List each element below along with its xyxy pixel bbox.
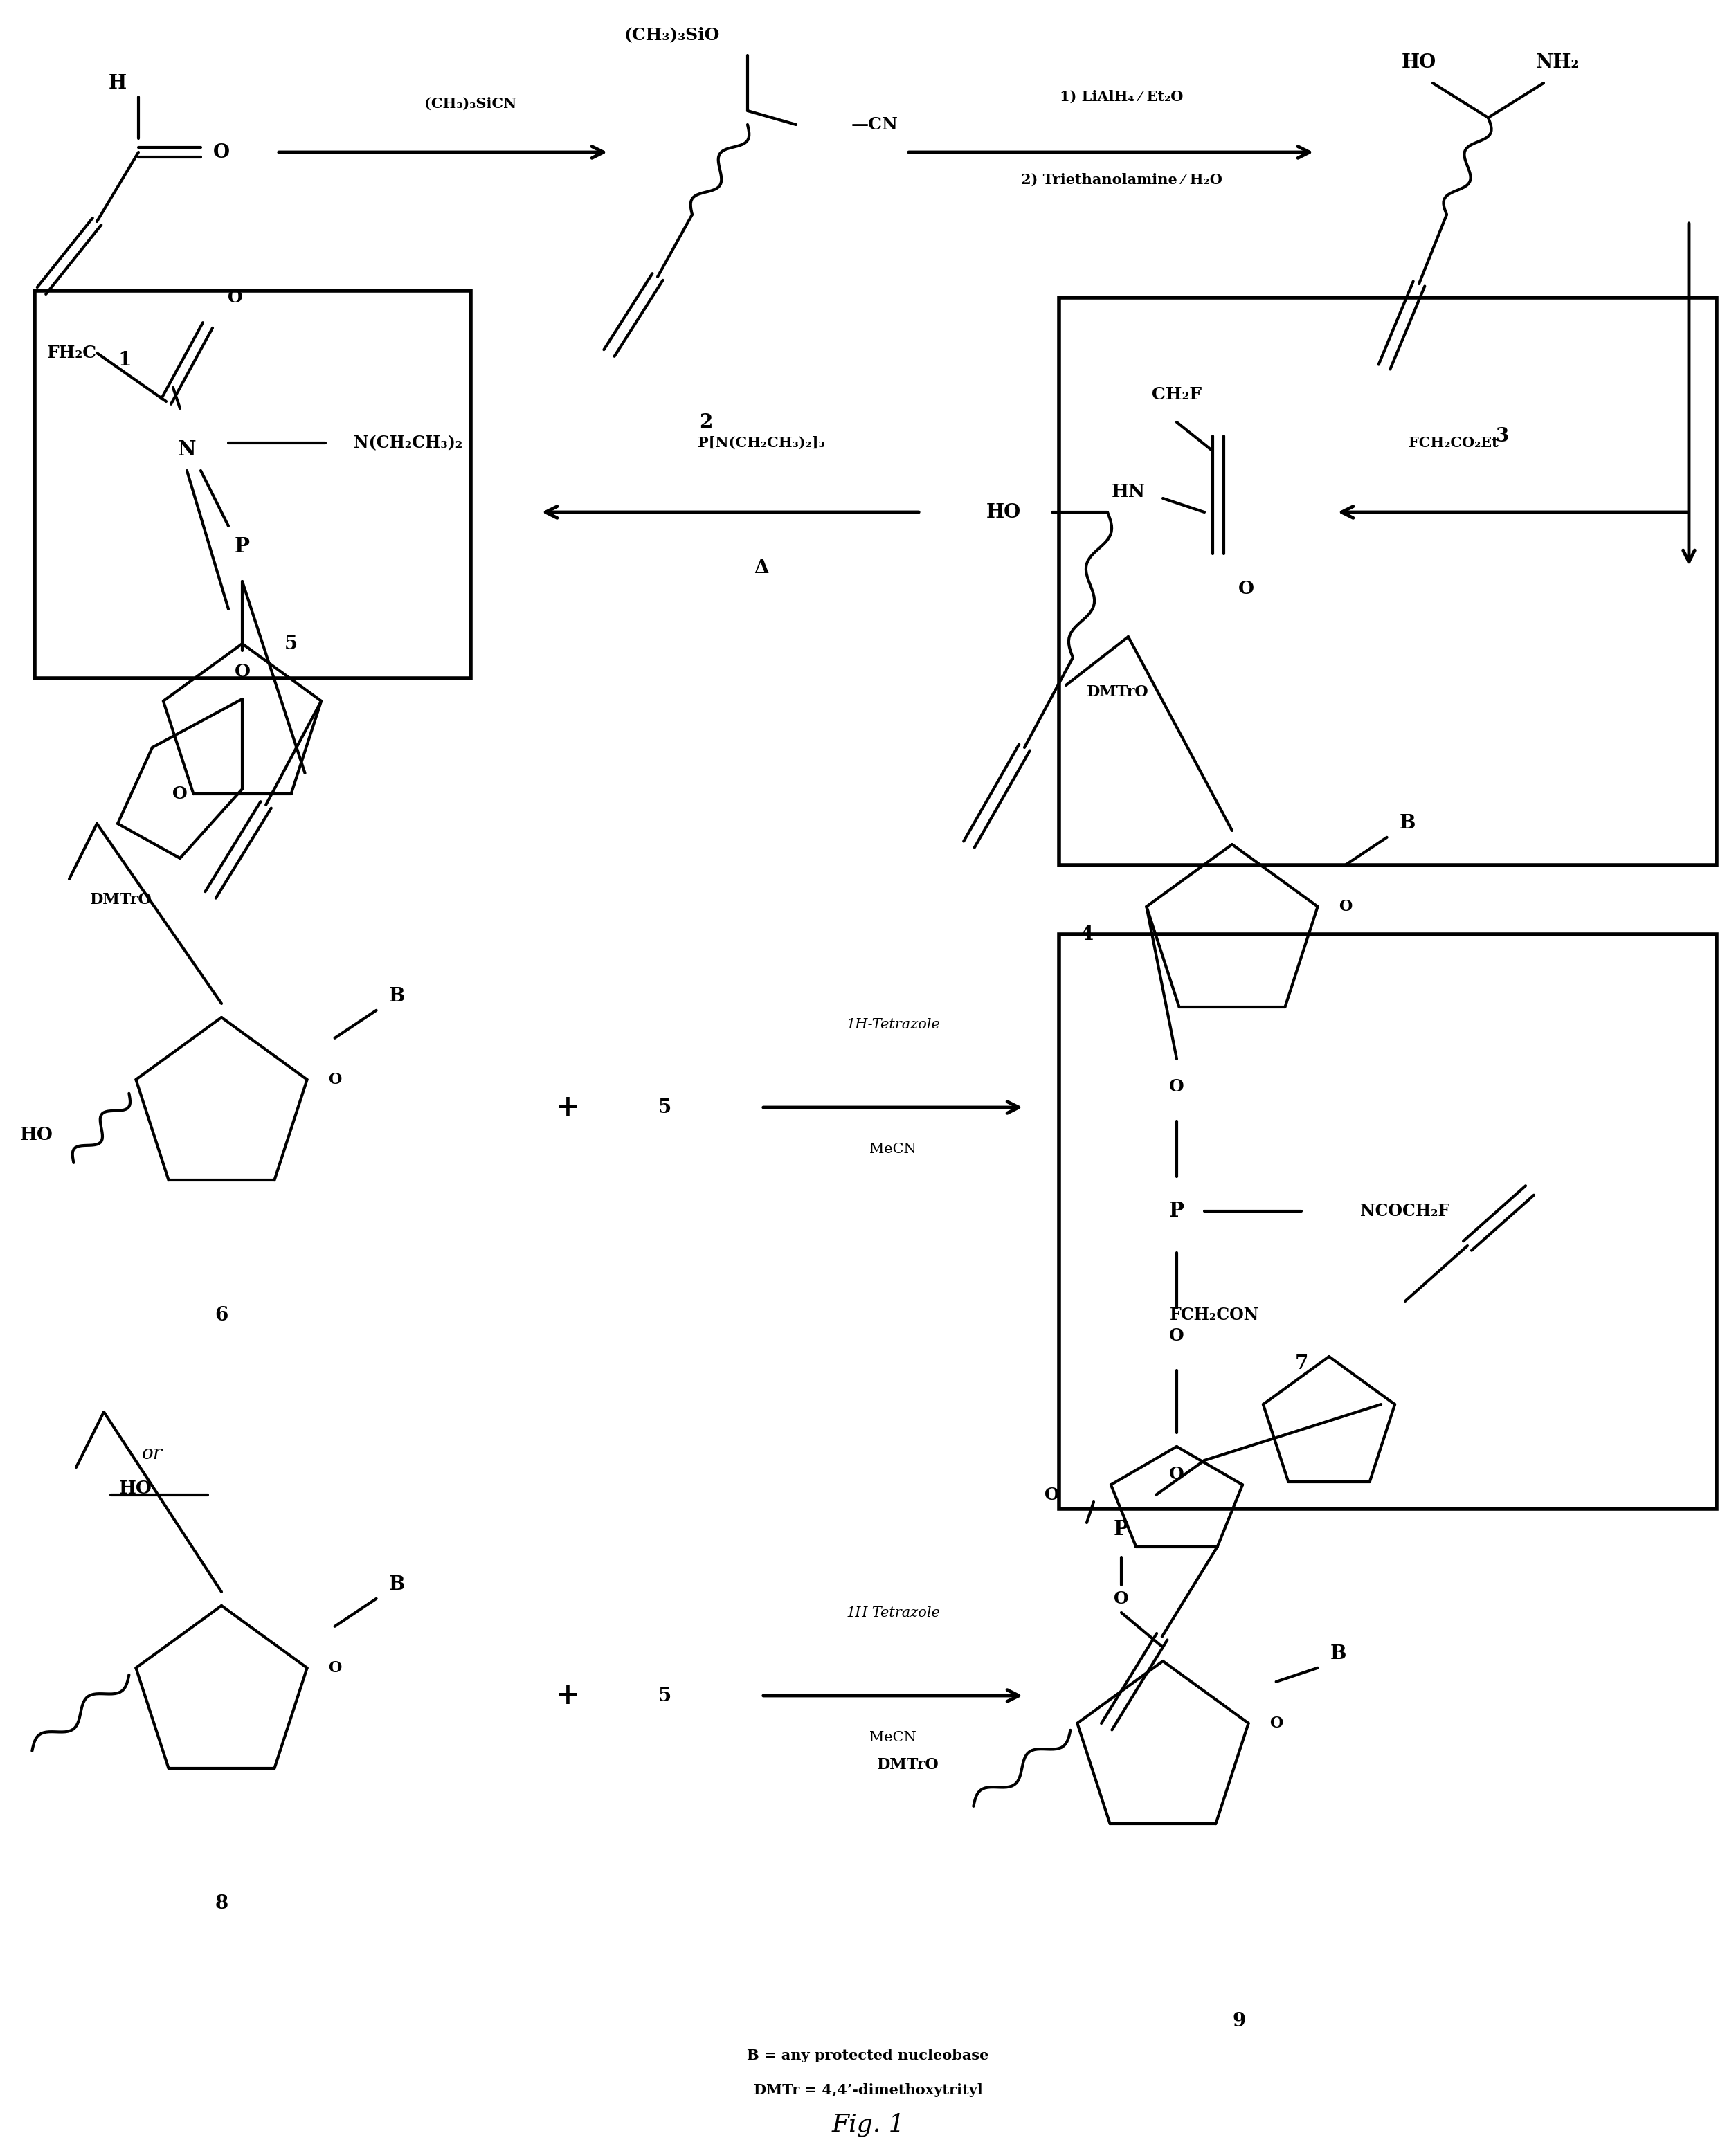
Text: —CN: —CN [851,116,898,133]
Text: P: P [234,537,250,556]
Text: B: B [1399,813,1417,832]
Text: HO: HO [19,1126,52,1143]
Text: or: or [142,1445,163,1464]
Text: FCH₂CO₂Et: FCH₂CO₂Et [1408,437,1498,449]
Text: N: N [177,441,196,460]
Text: N(CH₂CH₃)₂: N(CH₂CH₃)₂ [354,434,464,452]
Text: HO: HO [1401,54,1436,71]
Text: B: B [389,987,404,1006]
Text: O: O [1045,1487,1059,1502]
Text: B = any protected nucleobase: B = any protected nucleobase [746,2048,990,2063]
Text: 2) Triethanolamine ⁄ H₂O: 2) Triethanolamine ⁄ H₂O [1021,173,1222,186]
Text: DMTrO: DMTrO [90,892,153,907]
Text: O: O [1338,899,1352,914]
Text: DMTr = 4,4’-dimethoxytrityl: DMTr = 4,4’-dimethoxytrityl [753,2082,983,2097]
Text: B: B [389,1575,404,1594]
Text: 5: 5 [658,1098,672,1117]
Text: 9: 9 [1233,2012,1246,2031]
Text: FH₂C: FH₂C [47,345,97,362]
Text: O: O [328,1661,342,1676]
Text: 8: 8 [215,1894,227,1913]
Text: DMTrO: DMTrO [877,1757,939,1772]
Text: O: O [1168,1466,1184,1483]
Text: O: O [1168,1327,1184,1344]
Text: HO: HO [120,1479,153,1496]
Text: MeCN: MeCN [870,1731,917,1744]
Text: Fig. 1: Fig. 1 [832,2112,904,2136]
Text: P[N(CH₂CH₃)₂]₃: P[N(CH₂CH₃)₂]₃ [698,437,825,449]
Text: DMTrO: DMTrO [1087,685,1149,700]
Text: O: O [1269,1716,1283,1731]
Text: 2: 2 [700,413,713,432]
Text: Δ: Δ [753,559,769,578]
Text: NH₂: NH₂ [1535,54,1580,71]
Text: O: O [234,663,250,681]
Text: B: B [1330,1646,1347,1663]
Text: 1) LiAlH₄ ⁄ Et₂O: 1) LiAlH₄ ⁄ Et₂O [1059,90,1182,105]
Text: 1H-Tetrazole: 1H-Tetrazole [845,1605,939,1620]
Text: O: O [172,785,187,802]
Text: O: O [1168,1079,1184,1096]
Text: H: H [109,73,127,92]
Text: (CH₃)₃SiO: (CH₃)₃SiO [623,26,720,43]
Text: HO: HO [986,503,1021,522]
Text: MeCN: MeCN [870,1143,917,1156]
Text: O: O [214,143,229,163]
Text: 3: 3 [1495,426,1509,445]
Text: CH₂F: CH₂F [1151,385,1201,402]
Text: 4: 4 [1080,924,1094,944]
Text: 7: 7 [1295,1355,1307,1372]
Text: 5: 5 [658,1686,672,1706]
Text: +: + [556,1094,580,1121]
Text: FCH₂CON: FCH₂CON [1170,1308,1259,1323]
Text: +: + [556,1682,580,1710]
Bar [1059,297,1717,865]
Text: O: O [227,289,243,306]
Text: O: O [1115,1590,1128,1607]
Text: NCOCH₂F: NCOCH₂F [1361,1203,1450,1220]
Text: (CH₃)₃SiCN: (CH₃)₃SiCN [425,96,517,111]
Bar [35,291,470,678]
Text: HN: HN [1111,484,1146,501]
Text: 1H-Tetrazole: 1H-Tetrazole [845,1019,939,1031]
Text: O: O [328,1072,342,1087]
Text: O: O [1238,580,1253,597]
Text: P: P [1168,1201,1184,1222]
Text: 6: 6 [215,1305,227,1325]
Bar [1059,935,1717,1509]
Text: 5: 5 [285,633,297,653]
Text: 1: 1 [118,351,132,370]
Text: P: P [1115,1519,1128,1539]
